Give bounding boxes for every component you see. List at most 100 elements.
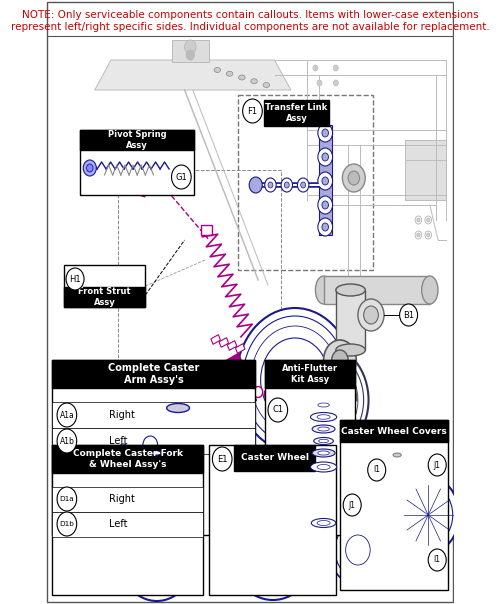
Circle shape	[322, 129, 328, 137]
Circle shape	[300, 380, 306, 388]
Bar	[336, 290, 366, 350]
Circle shape	[426, 218, 430, 222]
Circle shape	[124, 488, 132, 498]
Text: J1: J1	[348, 501, 356, 510]
Circle shape	[428, 549, 446, 571]
Circle shape	[316, 378, 323, 386]
Polygon shape	[94, 60, 291, 90]
Circle shape	[313, 65, 318, 71]
Circle shape	[318, 148, 332, 166]
Text: NOTE: Only serviceable components contain callouts. Items with lower-case extens: NOTE: Only serviceable components contai…	[22, 10, 478, 20]
Circle shape	[228, 490, 318, 600]
Bar	[52, 487, 204, 512]
Ellipse shape	[310, 413, 336, 422]
Circle shape	[354, 487, 416, 563]
Circle shape	[233, 496, 313, 594]
Text: Right: Right	[110, 494, 136, 504]
Text: C1: C1	[272, 405, 283, 414]
Circle shape	[306, 111, 316, 123]
Text: I1: I1	[373, 466, 380, 475]
Circle shape	[348, 479, 422, 571]
Circle shape	[162, 178, 170, 188]
Circle shape	[184, 40, 196, 54]
Ellipse shape	[251, 79, 258, 84]
Text: Transfer Link
Assy: Transfer Link Assy	[266, 103, 328, 123]
Circle shape	[243, 385, 252, 396]
Circle shape	[322, 153, 328, 161]
Circle shape	[400, 304, 417, 326]
Ellipse shape	[226, 71, 233, 76]
Circle shape	[318, 218, 332, 236]
Circle shape	[120, 184, 127, 193]
Circle shape	[368, 459, 386, 481]
Circle shape	[426, 233, 430, 237]
Circle shape	[260, 338, 330, 422]
Ellipse shape	[312, 518, 336, 527]
Circle shape	[348, 171, 360, 185]
Bar	[52, 360, 255, 535]
Bar	[324, 276, 430, 304]
Bar	[52, 445, 204, 473]
Circle shape	[278, 345, 368, 455]
Circle shape	[57, 487, 76, 511]
Circle shape	[172, 165, 191, 189]
Ellipse shape	[312, 401, 335, 409]
Circle shape	[254, 387, 262, 397]
Circle shape	[150, 439, 224, 531]
Bar	[219, 338, 228, 347]
Circle shape	[156, 447, 218, 523]
Circle shape	[404, 485, 452, 545]
Text: E1: E1	[217, 454, 228, 463]
Bar	[172, 40, 209, 62]
Circle shape	[417, 218, 420, 222]
Text: B1: B1	[403, 310, 414, 320]
Circle shape	[268, 398, 287, 422]
Bar	[320, 125, 332, 235]
Circle shape	[290, 111, 300, 123]
Bar	[64, 287, 146, 307]
Circle shape	[248, 514, 298, 576]
Ellipse shape	[147, 464, 167, 472]
Bar	[238, 95, 372, 270]
Circle shape	[264, 388, 274, 399]
Bar	[118, 170, 281, 410]
Text: Anti-Flutter
Kit Assy: Anti-Flutter Kit Assy	[282, 364, 338, 384]
Circle shape	[86, 164, 93, 172]
Text: Pivot Spring
Assy: Pivot Spring Assy	[108, 130, 166, 150]
Bar	[289, 475, 326, 530]
Circle shape	[346, 535, 370, 565]
Circle shape	[137, 457, 142, 463]
Circle shape	[364, 306, 378, 324]
Bar	[393, 455, 401, 510]
Circle shape	[288, 383, 294, 391]
Bar	[52, 428, 255, 454]
Ellipse shape	[316, 276, 332, 304]
Circle shape	[57, 403, 76, 427]
Circle shape	[242, 316, 348, 444]
Bar	[228, 341, 237, 350]
Bar	[234, 445, 316, 471]
Bar	[52, 445, 204, 595]
Bar	[209, 445, 336, 595]
Text: Complete Caster
Arm Assy's: Complete Caster Arm Assy's	[108, 363, 199, 385]
Text: Left: Left	[110, 436, 128, 446]
Ellipse shape	[312, 449, 335, 457]
Ellipse shape	[166, 449, 190, 457]
Circle shape	[118, 505, 196, 601]
Circle shape	[284, 351, 364, 449]
Circle shape	[428, 454, 446, 476]
Bar	[264, 360, 354, 535]
Circle shape	[342, 164, 365, 192]
Circle shape	[126, 449, 136, 461]
Ellipse shape	[318, 439, 328, 443]
Ellipse shape	[422, 276, 438, 304]
Circle shape	[212, 447, 232, 471]
Circle shape	[256, 525, 289, 565]
Ellipse shape	[393, 453, 401, 457]
Circle shape	[415, 231, 422, 239]
Text: D1b: D1b	[60, 521, 74, 527]
Bar	[236, 344, 245, 353]
Ellipse shape	[289, 523, 326, 537]
Circle shape	[303, 375, 344, 425]
Text: Right: Right	[110, 410, 136, 420]
